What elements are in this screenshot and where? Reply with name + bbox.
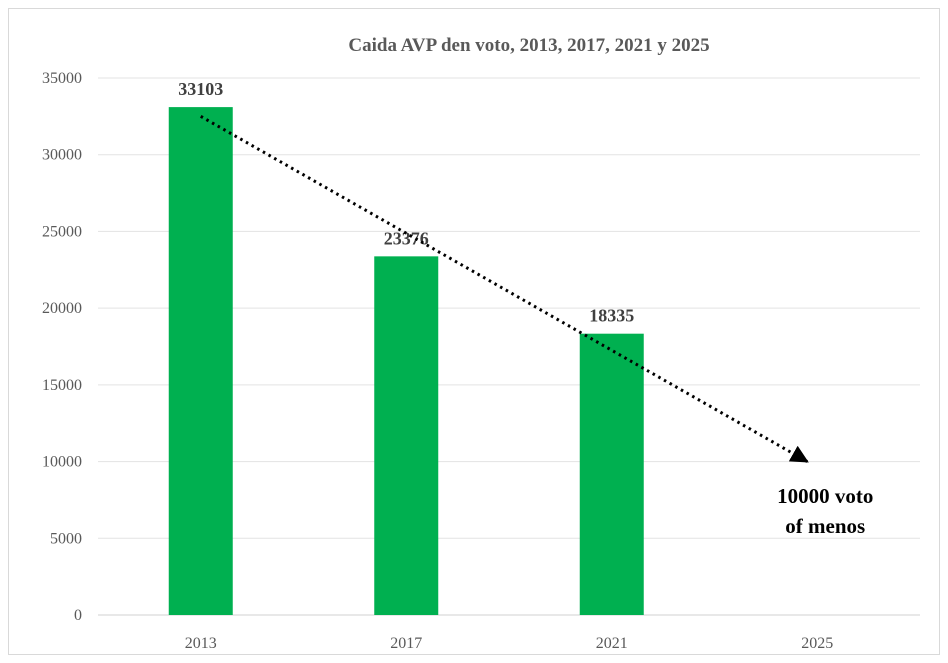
y-axis: 0 5000 10000 15000 20000 25000 30000 35000: [42, 70, 82, 624]
x-axis: 2013 2017 2021 2025: [185, 635, 834, 652]
trend-line: [200, 115, 809, 463]
data-label: 18335: [589, 306, 634, 326]
y-tick-label: 10000: [42, 454, 82, 471]
trend-arrow: [200, 115, 809, 463]
gridlines: [98, 77, 920, 616]
annotation: 10000 voto of menos: [777, 484, 873, 538]
x-tick-label: 2013: [185, 635, 217, 652]
bar: [374, 256, 439, 615]
x-tick-label: 2021: [596, 635, 628, 652]
y-tick-label: 20000: [42, 300, 82, 317]
bar: [168, 107, 233, 615]
annotation-line: of menos: [785, 514, 865, 538]
data-labels: 33103 23376 18335: [178, 79, 634, 326]
y-tick-label: 35000: [42, 70, 82, 87]
bar: [579, 333, 644, 615]
chart-frame: [8, 8, 940, 655]
y-tick-label: 5000: [50, 530, 82, 547]
x-tick-label: 2017: [390, 635, 422, 652]
y-tick-label: 0: [74, 607, 82, 624]
y-tick-label: 15000: [42, 377, 82, 394]
chart-title: Caida AVP den voto, 2013, 2017, 2021 y 2…: [348, 35, 709, 56]
annotation-line: 10000 voto: [777, 484, 873, 508]
data-label: 23376: [384, 228, 429, 248]
data-label: 33103: [178, 79, 223, 99]
bars: [168, 107, 644, 615]
y-tick-label: 30000: [42, 147, 82, 164]
y-tick-label: 25000: [42, 223, 82, 240]
x-tick-label: 2025: [801, 635, 833, 652]
